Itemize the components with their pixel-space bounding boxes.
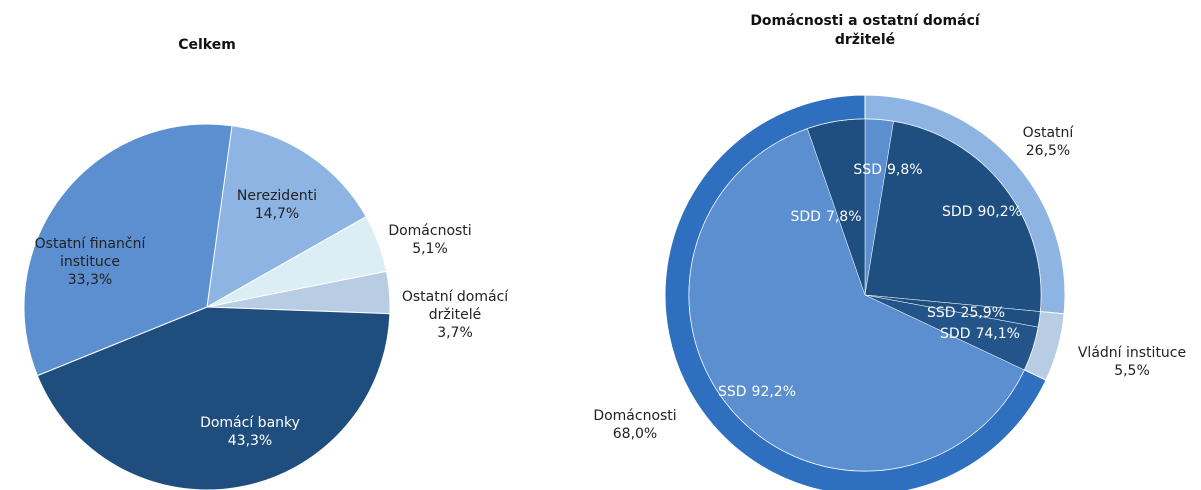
slice-label-name: Ostatní domácí držitelé <box>401 289 509 323</box>
slice-label-value: 43,3% <box>227 433 273 449</box>
inner-label-value: 90,2% <box>977 204 1021 220</box>
pie-slice <box>36 306 391 490</box>
slice-label-value: 68,0% <box>612 426 658 442</box>
inner-slice <box>688 128 1025 472</box>
slice-label: Domácí banky 43,3% <box>175 414 325 450</box>
inner-label-value: 25,9% <box>961 305 1005 321</box>
chart-title: Domácnosti a ostatní domácí držitelé <box>750 13 980 48</box>
inner-label: SSD 92,2% <box>718 384 796 400</box>
slice-label: Nerezidenti 14,7% <box>222 187 332 223</box>
inner-label-name: SSD <box>927 305 956 321</box>
slice-label-value: 3,7% <box>437 325 473 341</box>
inner-label: SDD 7,8% <box>790 209 861 225</box>
inner-label-name: SDD <box>942 204 972 220</box>
slice-label-name: Ostatní <box>1022 125 1074 141</box>
slice-label: Ostatní domácí držitelé 3,7% <box>378 288 533 342</box>
slice-label-value: 5,1% <box>412 241 448 257</box>
inner-slice <box>807 118 866 296</box>
slice-label-value: 26,5% <box>1025 143 1071 159</box>
slice-label-name: Nerezidenti <box>236 188 318 204</box>
inner-slice <box>864 121 1042 312</box>
pie-slice <box>206 125 367 308</box>
slice-label: Vládní instituce 5,5% <box>1062 344 1201 380</box>
inner-label: SSD 9,8% <box>853 162 922 178</box>
inner-label: SDD 74,1% <box>940 326 1020 342</box>
slice-label-value: 5,5% <box>1114 363 1150 379</box>
slice-label: Domácnosti 68,0% <box>575 407 695 443</box>
inner-label-value: 7,8% <box>826 209 862 225</box>
slice-label-name: Domácnosti <box>593 408 677 424</box>
inner-label-value: 74,1% <box>975 326 1019 342</box>
inner-label-value: 92,2% <box>752 384 796 400</box>
inner-label-name: SSD <box>853 162 882 178</box>
slice-label: Ostatní 26,5% <box>998 124 1098 160</box>
inner-label-name: SDD <box>940 326 970 342</box>
slice-label: Domácnosti 5,1% <box>375 222 485 258</box>
chart-title: Celkem <box>178 37 236 53</box>
inner-label: SSD 25,9% <box>927 305 1005 321</box>
inner-label-name: SSD <box>718 384 747 400</box>
inner-label: SDD 90,2% <box>942 204 1022 220</box>
slice-label-value: 33,3% <box>67 272 113 288</box>
slice-label-name: Domácí banky <box>200 415 300 431</box>
slice-label: Ostatní finanční instituce 33,3% <box>15 235 165 289</box>
inner-label-value: 9,8% <box>887 162 923 178</box>
pie-slice <box>23 123 233 377</box>
slice-label-name: Ostatní finanční instituce <box>34 236 146 270</box>
slice-label-name: Domácnosti <box>388 223 472 239</box>
slice-label-name: Vládní instituce <box>1077 345 1187 361</box>
slice-label-value: 14,7% <box>254 206 300 222</box>
inner-label-name: SDD <box>790 209 820 225</box>
